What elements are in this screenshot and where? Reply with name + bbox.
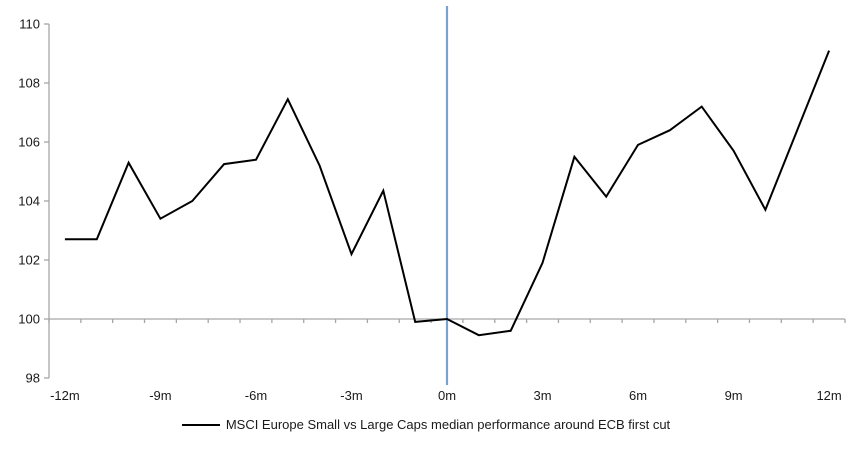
y-tick-label: 106 bbox=[18, 135, 40, 150]
legend-line-sample-icon bbox=[181, 423, 220, 426]
x-tick-label: 9m bbox=[725, 388, 743, 403]
y-tick-label: 108 bbox=[18, 76, 40, 91]
x-tick-label: 12m bbox=[816, 388, 841, 403]
x-tick-label: 6m bbox=[629, 388, 647, 403]
y-tick-label: 110 bbox=[19, 17, 40, 32]
y-tick-label: 98 bbox=[26, 371, 40, 386]
x-tick-label: 3m bbox=[533, 388, 551, 403]
x-tick-label: -9m bbox=[149, 388, 171, 403]
y-tick-label: 102 bbox=[18, 253, 40, 268]
x-tick-label: 0m bbox=[438, 388, 456, 403]
y-tick-label: 104 bbox=[18, 194, 40, 209]
y-tick-label: 100 bbox=[18, 312, 40, 327]
performance-line bbox=[64, 50, 831, 337]
x-tick-label: -6m bbox=[245, 388, 267, 403]
legend: MSCI Europe Small vs Large Caps median p… bbox=[0, 417, 852, 432]
legend-label: MSCI Europe Small vs Large Caps median p… bbox=[225, 417, 671, 432]
x-tick-label: -3m bbox=[340, 388, 362, 403]
line-chart: 98 100 102 104 106 108 110 -12m -9m -6m -3m 0m 3m 6m 9… bbox=[18, 6, 846, 403]
x-tick-label: -12m bbox=[50, 388, 80, 403]
